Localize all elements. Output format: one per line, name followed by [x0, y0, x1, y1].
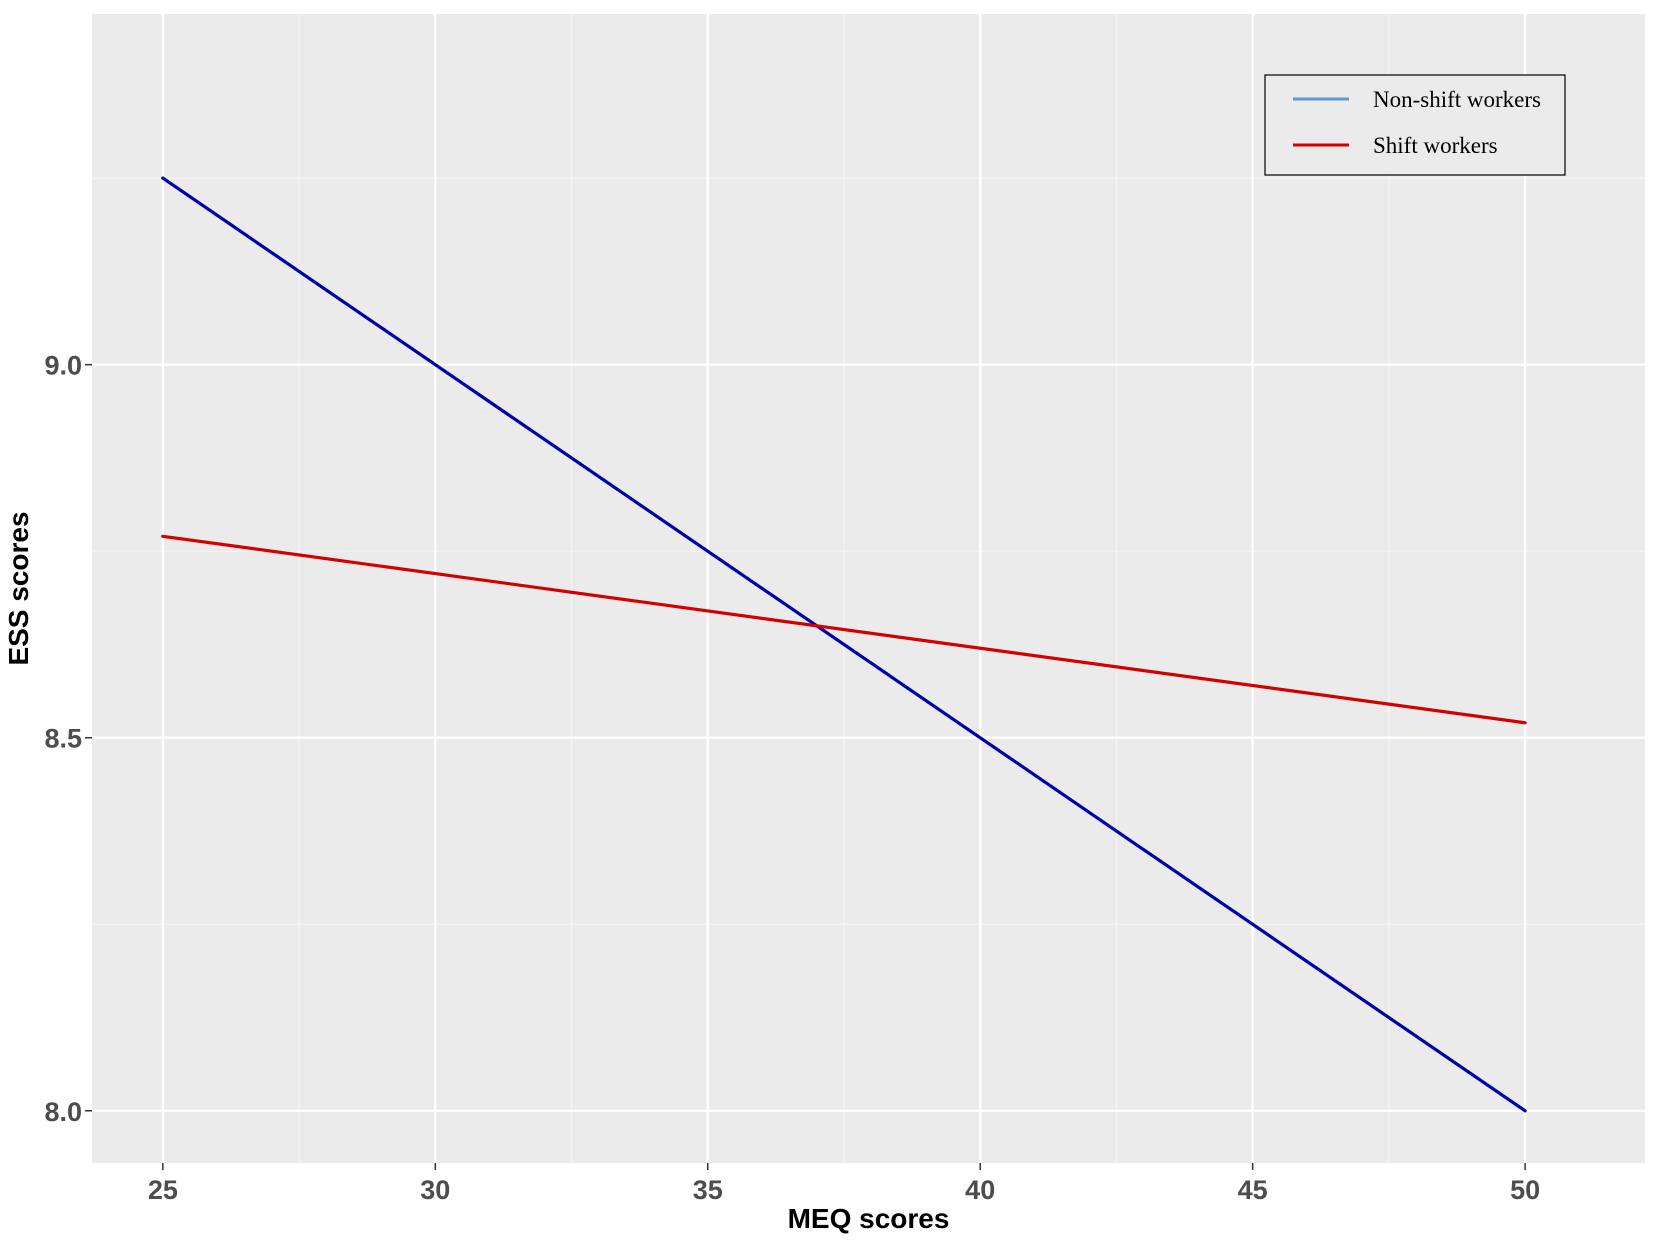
y-axis-ticks: 8.0 8.5 9.0: [44, 351, 92, 1127]
y-tick-label: 9.0: [44, 351, 82, 381]
legend-label-shift-workers: Shift workers: [1373, 133, 1498, 158]
series-line-non-shift-workers: [161, 176, 1527, 1113]
major-gridlines: [92, 14, 1645, 1163]
legend-label-non-shift-workers: Non-shift workers: [1373, 87, 1541, 112]
legend-box: [1264, 74, 1566, 176]
x-axis-title: MEQ scores: [788, 1203, 950, 1234]
series-lines: [161, 176, 1527, 1113]
x-axis-ticks: 25 30 35 40 45 50: [148, 1163, 1540, 1205]
x-tick-label: 45: [1238, 1175, 1268, 1205]
x-tick-label: 50: [1510, 1175, 1540, 1205]
legend: Non-shift workers Shift workers: [1264, 74, 1566, 176]
y-tick-label: 8.0: [44, 1097, 82, 1127]
y-axis-title: ESS scores: [3, 511, 34, 665]
minor-gridlines: [92, 14, 1645, 1163]
x-tick-label: 25: [148, 1175, 178, 1205]
x-tick-label: 30: [420, 1175, 450, 1205]
y-tick-label: 8.5: [44, 724, 82, 754]
series-line-shift-workers: [161, 534, 1527, 725]
x-tick-label: 40: [965, 1175, 995, 1205]
plot-panel: [92, 14, 1645, 1163]
x-tick-label: 35: [693, 1175, 723, 1205]
